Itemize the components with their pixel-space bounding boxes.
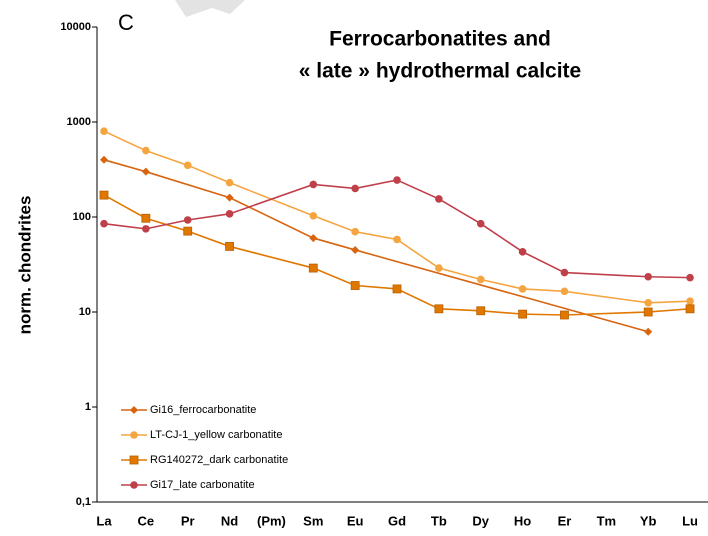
series-line: [103, 130, 691, 304]
point: [518, 285, 527, 293]
point: [560, 287, 569, 296]
point: [350, 281, 360, 290]
y-tick-label: 1000: [67, 116, 91, 128]
point: [309, 234, 318, 243]
point: [99, 190, 109, 200]
point: [476, 219, 485, 228]
x-tick-label: La: [96, 513, 112, 528]
x-tick-label: Sm: [303, 513, 323, 528]
point: [225, 193, 234, 202]
x-tick-label: Lu: [682, 513, 698, 528]
point: [434, 304, 444, 314]
point: [142, 225, 150, 233]
point: [351, 245, 360, 254]
x-tick-label: Gd: [388, 513, 406, 528]
x-tick-label: Tb: [431, 513, 447, 528]
point: [100, 127, 108, 136]
point: [518, 248, 527, 256]
chart-title: Ferrocarbonatites and: [329, 28, 551, 51]
point: [100, 219, 108, 228]
x-tick-label: Ho: [514, 513, 531, 528]
point: [685, 304, 695, 314]
point: [141, 213, 151, 223]
point: [225, 242, 234, 251]
x-tick-label: (Pm): [257, 513, 286, 528]
x-tick-label: Dy: [472, 513, 489, 528]
point: [560, 310, 569, 320]
point: [309, 211, 318, 220]
x-tick-label: Er: [558, 513, 572, 528]
legend-label: Gi16_ferrocarbonatite: [150, 404, 256, 416]
x-tick-label: Pr: [181, 513, 195, 528]
point: [100, 155, 108, 164]
point: [183, 161, 192, 170]
point: [644, 298, 652, 307]
series-line: [103, 159, 649, 333]
point: [476, 306, 486, 316]
point: [644, 327, 653, 336]
point: [351, 184, 359, 193]
legend-marker: [130, 431, 138, 439]
point: [225, 178, 234, 187]
point: [435, 264, 443, 272]
point: [644, 272, 652, 281]
x-tick-label: Tm: [597, 513, 617, 528]
legend-label: RG140272_dark carbonatite: [150, 454, 288, 466]
y-tick-label: 10: [79, 306, 91, 318]
point: [393, 176, 401, 184]
point: [141, 167, 150, 176]
legend-marker: [129, 455, 139, 465]
x-tick-label: Eu: [347, 513, 364, 528]
point: [309, 180, 318, 189]
point: [476, 275, 485, 284]
y-tick-label: 1: [85, 401, 91, 413]
chart-title: « late » hydrothermal calcite: [299, 60, 581, 83]
point: [686, 297, 694, 305]
point: [142, 146, 150, 155]
point: [183, 216, 192, 224]
point: [643, 307, 653, 317]
panel-label: C: [118, 10, 134, 35]
x-tick-label: Yb: [640, 513, 657, 528]
point: [518, 309, 527, 319]
y-axis-label: norm. chondrites: [15, 196, 34, 335]
y-tick-label: 10000: [60, 21, 91, 33]
y-tick-label: 100: [73, 211, 91, 223]
legend-marker: [130, 481, 138, 489]
point: [183, 226, 193, 236]
point: [308, 263, 318, 273]
decoration-arrow: [175, 0, 245, 17]
legend-label: Gi17_late carbonatite: [150, 479, 255, 491]
point: [351, 227, 359, 236]
x-tick-label: Ce: [138, 513, 155, 528]
x-tick-label: Nd: [221, 513, 238, 528]
point: [560, 268, 569, 277]
legend-marker: [130, 406, 138, 414]
point: [225, 210, 234, 218]
point: [392, 284, 402, 294]
point: [435, 195, 443, 203]
y-tick-label: 0,1: [76, 496, 91, 508]
legend-label: LT-CJ-1_yellow carbonatite: [150, 429, 282, 441]
point: [393, 235, 401, 244]
point: [686, 273, 694, 282]
